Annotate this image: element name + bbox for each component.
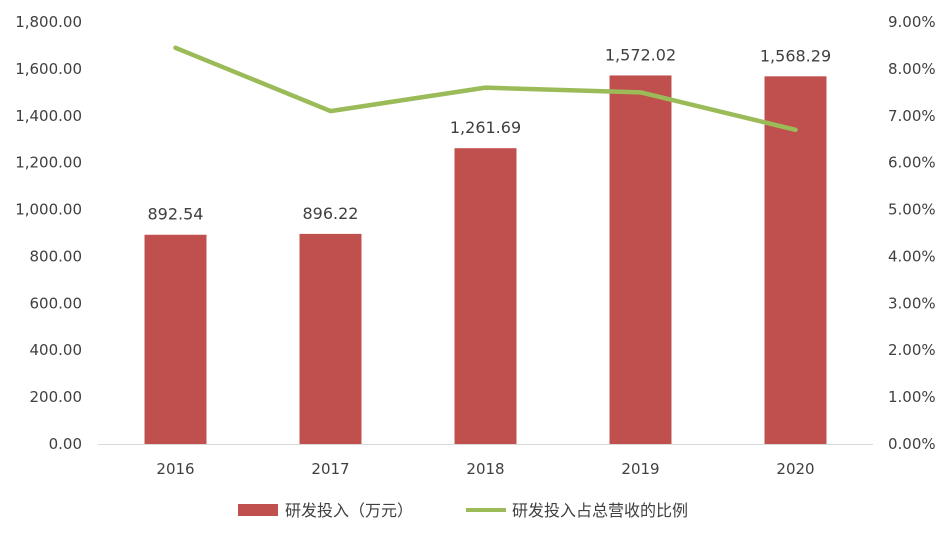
bar-data-label: 896.22 <box>303 204 359 223</box>
bar <box>144 234 207 444</box>
y-right-tick-label: 1.00% <box>888 388 936 406</box>
y-right-tick-label: 9.00% <box>888 13 936 31</box>
bar-data-label: 1,261.69 <box>450 118 521 137</box>
line-point <box>328 109 333 114</box>
x-axis: 2016 2017 2018 2019 2020 <box>98 444 873 478</box>
bar <box>764 76 827 444</box>
y-right-tick-label: 8.00% <box>888 60 936 78</box>
y-left-tick-label: 1,800.00 <box>15 13 82 31</box>
y-left-tick-label: 400.00 <box>30 341 83 359</box>
bar-series: 892.54 896.22 1,261.69 1,572.02 1,568.29 <box>144 45 831 445</box>
line-series <box>173 45 798 133</box>
y-right-tick-label: 3.00% <box>888 294 936 312</box>
line-point <box>793 127 798 132</box>
y-right-tick-label: 5.00% <box>888 201 936 219</box>
y-right-tick-label: 6.00% <box>888 154 936 172</box>
bar <box>454 148 517 444</box>
y-right-tick-label: 7.00% <box>888 107 936 125</box>
line-point <box>638 90 643 95</box>
y-right-tick-label: 4.00% <box>888 247 936 265</box>
y-right-tick-label: 0.00% <box>888 435 936 453</box>
bar <box>609 75 672 445</box>
y-left-tick-label: 0.00 <box>49 435 82 453</box>
legend: 研发投入（万元） 研发投入占总营收的比例 <box>238 501 688 520</box>
legend-swatch-bar <box>238 504 278 516</box>
x-tick-label: 2018 <box>466 460 504 478</box>
y-left-tick-label: 1,600.00 <box>15 60 82 78</box>
x-tick-label: 2017 <box>311 460 349 478</box>
legend-label-bar: 研发投入（万元） <box>285 501 413 520</box>
line-point <box>483 85 488 90</box>
y-left-tick-label: 1,000.00 <box>15 201 82 219</box>
bar-data-label: 1,568.29 <box>760 46 831 65</box>
bar <box>299 233 362 444</box>
legend-label-line: 研发投入占总营收的比例 <box>512 501 688 520</box>
y-left-tick-label: 1,400.00 <box>15 107 82 125</box>
y-left-tick-label: 800.00 <box>30 247 83 265</box>
x-tick-label: 2019 <box>621 460 659 478</box>
line-point <box>173 45 178 50</box>
bar-data-label: 1,572.02 <box>605 45 676 64</box>
y-left-tick-label: 200.00 <box>30 388 83 406</box>
y-axis-right: 0.00% 1.00% 2.00% 3.00% 4.00% 5.00% 6.00% 7.00%… <box>888 13 936 453</box>
bar-data-label: 892.54 <box>148 205 204 224</box>
x-tick-label: 2016 <box>156 460 194 478</box>
y-axis-left: 0.00 200.00 400.00 600.00 800.00 1,000.00 1,20… <box>15 13 82 453</box>
y-left-tick-label: 600.00 <box>30 294 83 312</box>
y-left-tick-label: 1,200.00 <box>15 154 82 172</box>
y-right-tick-label: 2.00% <box>888 341 936 359</box>
x-tick-label: 2020 <box>776 460 814 478</box>
